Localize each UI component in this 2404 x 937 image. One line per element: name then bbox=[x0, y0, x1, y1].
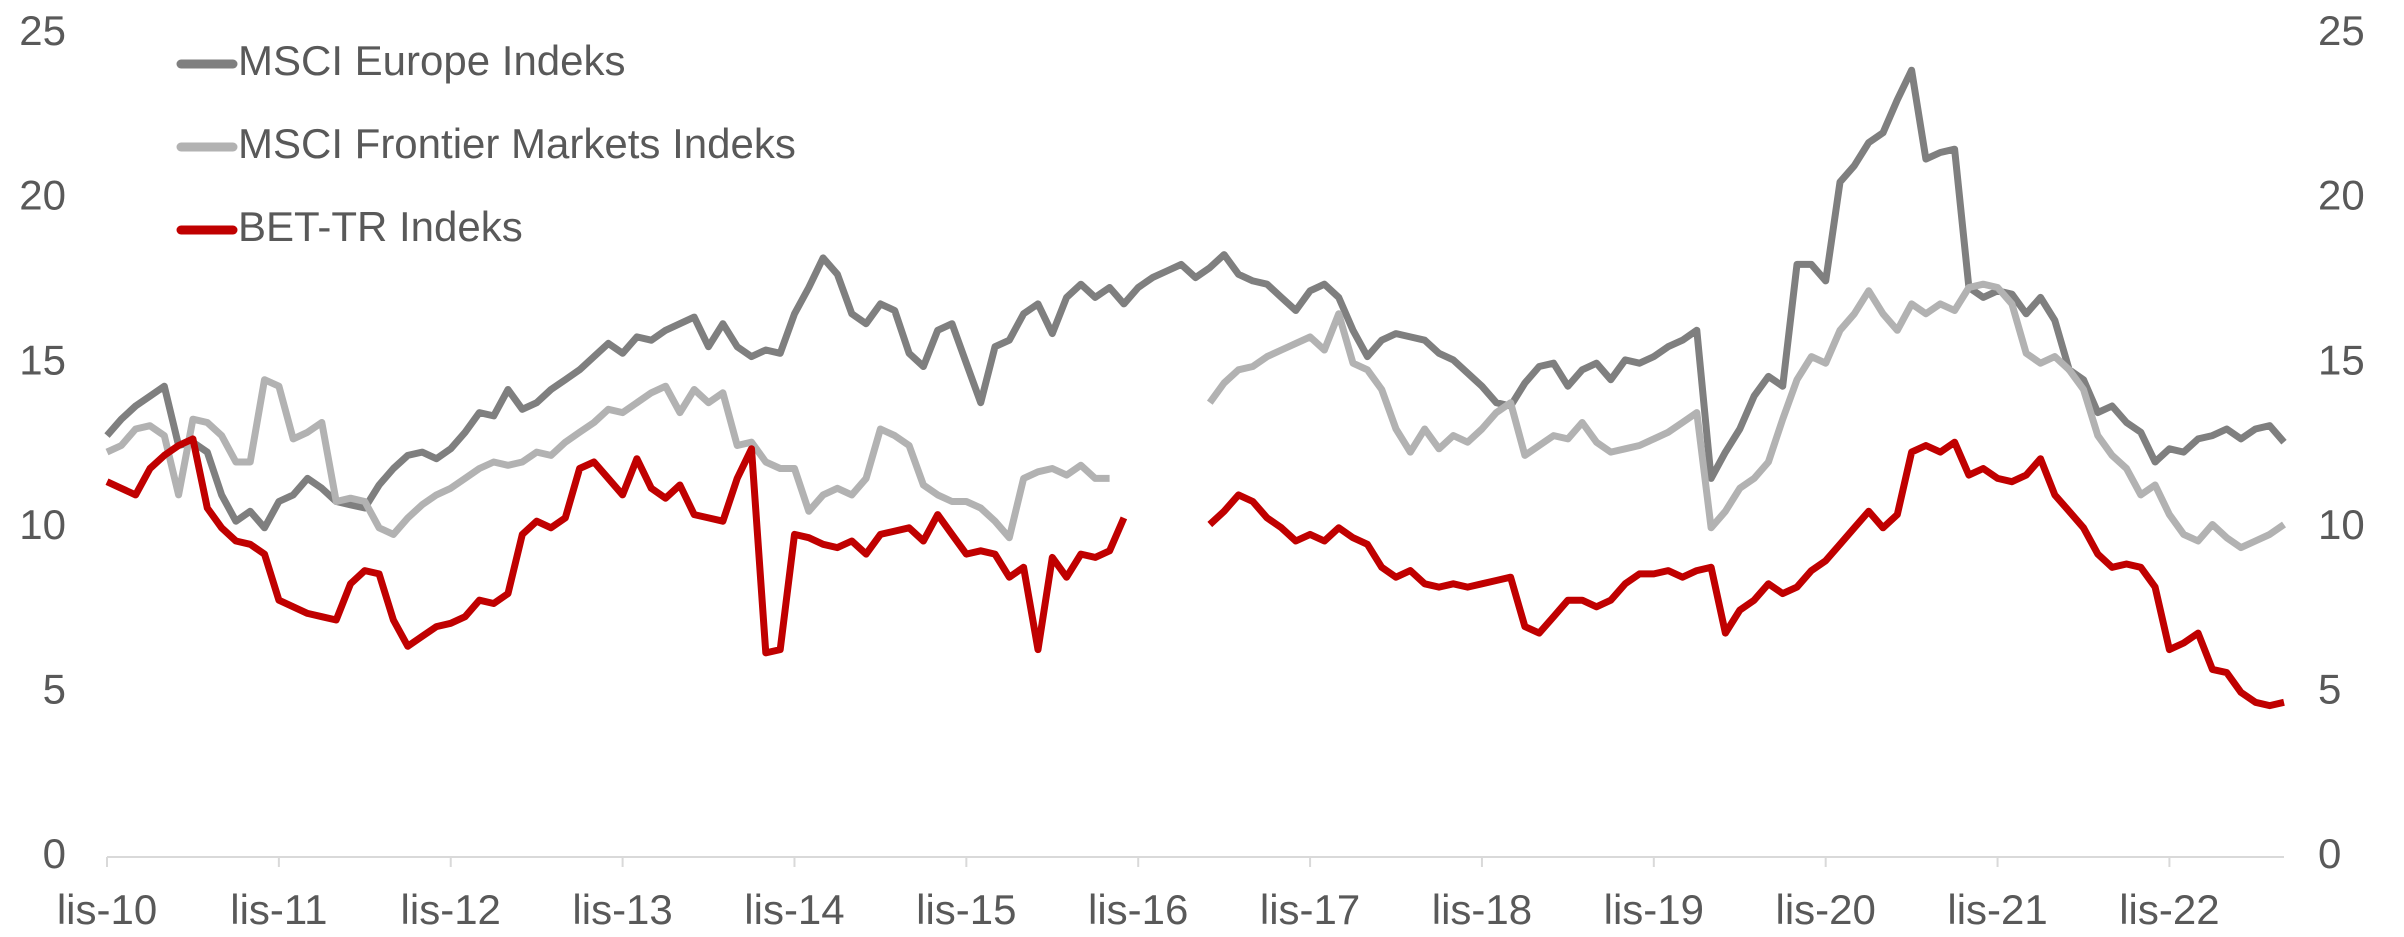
x-tick-label: lis-13 bbox=[572, 886, 672, 933]
y2-tick-label: 25 bbox=[2318, 7, 2365, 54]
x-tick-label: lis-21 bbox=[1947, 886, 2047, 933]
series-line bbox=[104, 66, 2287, 532]
x-tick-label: lis-12 bbox=[401, 886, 501, 933]
y2-tick-label: 15 bbox=[2318, 336, 2365, 383]
legend-label: MSCI Frontier Markets Indeks bbox=[238, 120, 796, 167]
series-line bbox=[1207, 438, 2285, 710]
series-line bbox=[1206, 280, 2286, 552]
x-tick-label: lis-15 bbox=[916, 886, 1016, 933]
x-tick-label: lis-16 bbox=[1088, 886, 1188, 933]
y2-tick-label: 10 bbox=[2318, 501, 2365, 548]
y-tick-label: 15 bbox=[19, 336, 66, 383]
legend-label: BET-TR Indeks bbox=[238, 203, 523, 250]
y-tick-label: 20 bbox=[19, 172, 66, 219]
x-tick-label: lis-14 bbox=[744, 886, 844, 933]
x-tick-label: lis-10 bbox=[57, 886, 157, 933]
series-line bbox=[105, 435, 1128, 657]
y-tick-label: 25 bbox=[19, 7, 66, 54]
legend-label: MSCI Europe Indeks bbox=[238, 37, 626, 84]
y-tick-label: 0 bbox=[43, 830, 66, 877]
series-line bbox=[105, 376, 1110, 542]
x-tick-label: lis-22 bbox=[2119, 886, 2219, 933]
y-tick-label: 5 bbox=[43, 665, 66, 712]
x-tick-label: lis-17 bbox=[1260, 886, 1360, 933]
x-tick-label: lis-11 bbox=[230, 886, 327, 933]
y2-tick-label: 0 bbox=[2318, 830, 2341, 877]
x-tick-label: lis-19 bbox=[1604, 886, 1704, 933]
y2-tick-label: 5 bbox=[2318, 665, 2341, 712]
y-tick-label: 10 bbox=[19, 501, 66, 548]
y2-tick-label: 20 bbox=[2318, 172, 2365, 219]
x-tick-label: lis-18 bbox=[1432, 886, 1532, 933]
x-tick-label: lis-20 bbox=[1775, 886, 1875, 933]
